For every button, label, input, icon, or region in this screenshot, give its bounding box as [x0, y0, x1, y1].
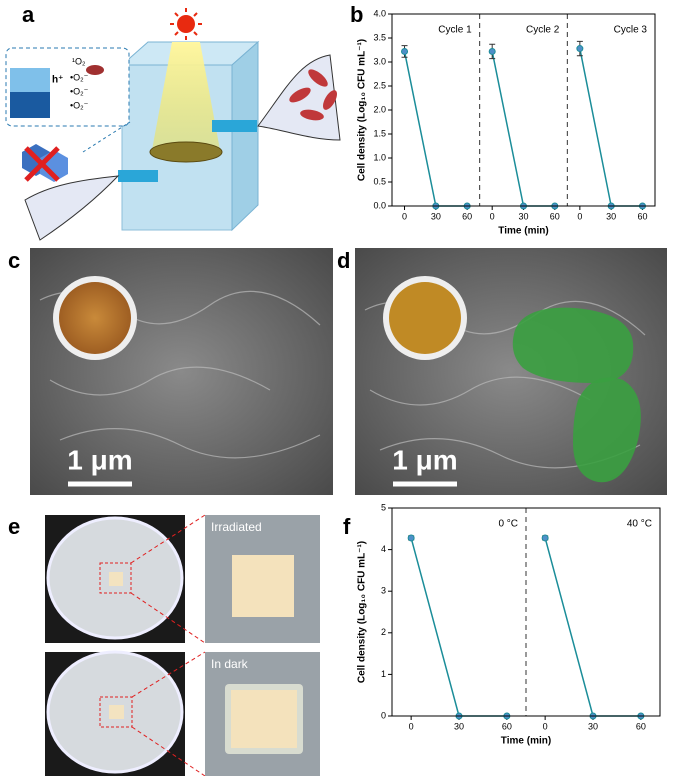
marker	[541, 534, 549, 542]
marker	[488, 47, 496, 55]
panel-label: 0 °C	[498, 519, 518, 530]
ros-label: •O₂⁻	[70, 86, 89, 96]
marker	[407, 534, 415, 542]
x-tick-label: 60	[462, 211, 472, 221]
x-tick-label: 30	[518, 211, 528, 221]
series-line	[403, 51, 468, 207]
bacterium	[512, 307, 634, 383]
x-tick-label: 30	[588, 721, 598, 731]
scale-label: 1 μm	[392, 444, 457, 475]
series-line	[579, 48, 643, 207]
x-tick-label: 60	[550, 211, 560, 221]
bacterium	[573, 377, 641, 483]
panel-label: e	[8, 514, 20, 539]
reactor-side	[231, 40, 259, 232]
y-tick-label: 2.0	[373, 104, 386, 114]
y-tick-label: 2	[381, 627, 386, 637]
x-tick-label: 60	[636, 721, 646, 731]
sem-texture	[39, 290, 646, 469]
y-tick-label: 0.0	[373, 200, 386, 210]
membrane	[232, 555, 294, 617]
zoom-lines	[130, 514, 206, 777]
x-tick-label: 30	[606, 211, 616, 221]
y-tick-label: 4.0	[373, 8, 386, 18]
panel-label: 40 °C	[627, 519, 652, 530]
light-beam	[152, 42, 220, 150]
y-axis-label: Cell density (Log₁₀ CFU mL⁻¹)	[357, 39, 368, 181]
x-tick-label: 30	[431, 211, 441, 221]
panel-label: a	[22, 2, 35, 27]
outlet-pipe	[118, 170, 158, 182]
membrane	[109, 705, 124, 719]
ros-label: •O₂⁻	[70, 72, 89, 82]
panel-label: c	[8, 248, 20, 273]
y-tick-label: 1.5	[373, 128, 386, 138]
y-tick-label: 1	[381, 669, 386, 679]
plot-frame	[391, 13, 656, 207]
inlet-pipe	[212, 120, 257, 132]
x-tick-label: 0	[402, 211, 407, 221]
hole-label: h⁺	[52, 75, 63, 86]
panel-label: f	[343, 514, 351, 539]
y-tick-label: 3	[381, 586, 386, 596]
inset-membrane	[389, 282, 461, 354]
y-tick-label: 0	[381, 710, 386, 720]
y-tick-label: 5	[381, 502, 386, 512]
cb	[10, 92, 50, 118]
x-tick-label: 30	[454, 721, 464, 731]
photo-label: Irradiated	[211, 520, 262, 534]
vb	[10, 68, 50, 92]
y-tick-label: 1.0	[373, 152, 386, 162]
panel-label: d	[337, 248, 350, 273]
zoom-box	[99, 696, 133, 728]
electron-label: e⁻	[52, 95, 63, 106]
bacteria	[289, 69, 337, 121]
membrane	[231, 690, 297, 748]
y-tick-label: 4	[381, 544, 386, 554]
photo-label: In dark	[211, 657, 249, 671]
y-tick-label: 3.5	[373, 32, 386, 42]
zoom-box	[99, 562, 132, 594]
blocked-icon	[22, 144, 68, 182]
membrane	[149, 141, 223, 163]
panel-label: Cycle 1	[438, 25, 472, 36]
bacterium	[86, 65, 104, 75]
y-tick-label: 2.5	[373, 80, 386, 90]
y-tick-label: 0.5	[373, 176, 386, 186]
y-tick-label: 3.0	[373, 56, 386, 66]
x-tick-label: 60	[637, 211, 647, 221]
series-line	[491, 51, 555, 207]
membrane	[109, 572, 123, 586]
y-axis-label: Cell density (Log₁₀ CFU mL⁻¹)	[357, 541, 368, 683]
x-tick-label: 0	[409, 721, 414, 731]
marker	[401, 47, 409, 55]
x-axis-label: Time (min)	[501, 736, 551, 747]
diagram: ¹O₂ •O₂⁻ •O₂⁻ •O₂⁻ h⁺ e⁻	[5, 8, 341, 241]
outlet-water	[24, 175, 120, 241]
inset-membrane	[59, 282, 131, 354]
x-tick-label: 0	[543, 721, 548, 731]
plot-frame	[391, 507, 661, 717]
x-tick-label: 0	[577, 211, 582, 221]
sun	[177, 15, 195, 33]
ros-label: ¹O₂	[72, 56, 86, 66]
series-line	[544, 537, 641, 717]
x-tick-label: 60	[502, 721, 512, 731]
panel-label: Cycle 2	[526, 25, 560, 36]
scale-label: 1 μm	[67, 444, 132, 475]
marker	[576, 45, 584, 53]
x-axis-label: Time (min)	[498, 226, 548, 237]
x-tick-label: 0	[490, 211, 495, 221]
series-line	[410, 537, 507, 717]
sun-rays	[170, 8, 202, 40]
ros-label: •O₂⁻	[70, 100, 89, 110]
panel-label: Cycle 3	[614, 25, 648, 36]
panel-label: b	[350, 2, 363, 27]
